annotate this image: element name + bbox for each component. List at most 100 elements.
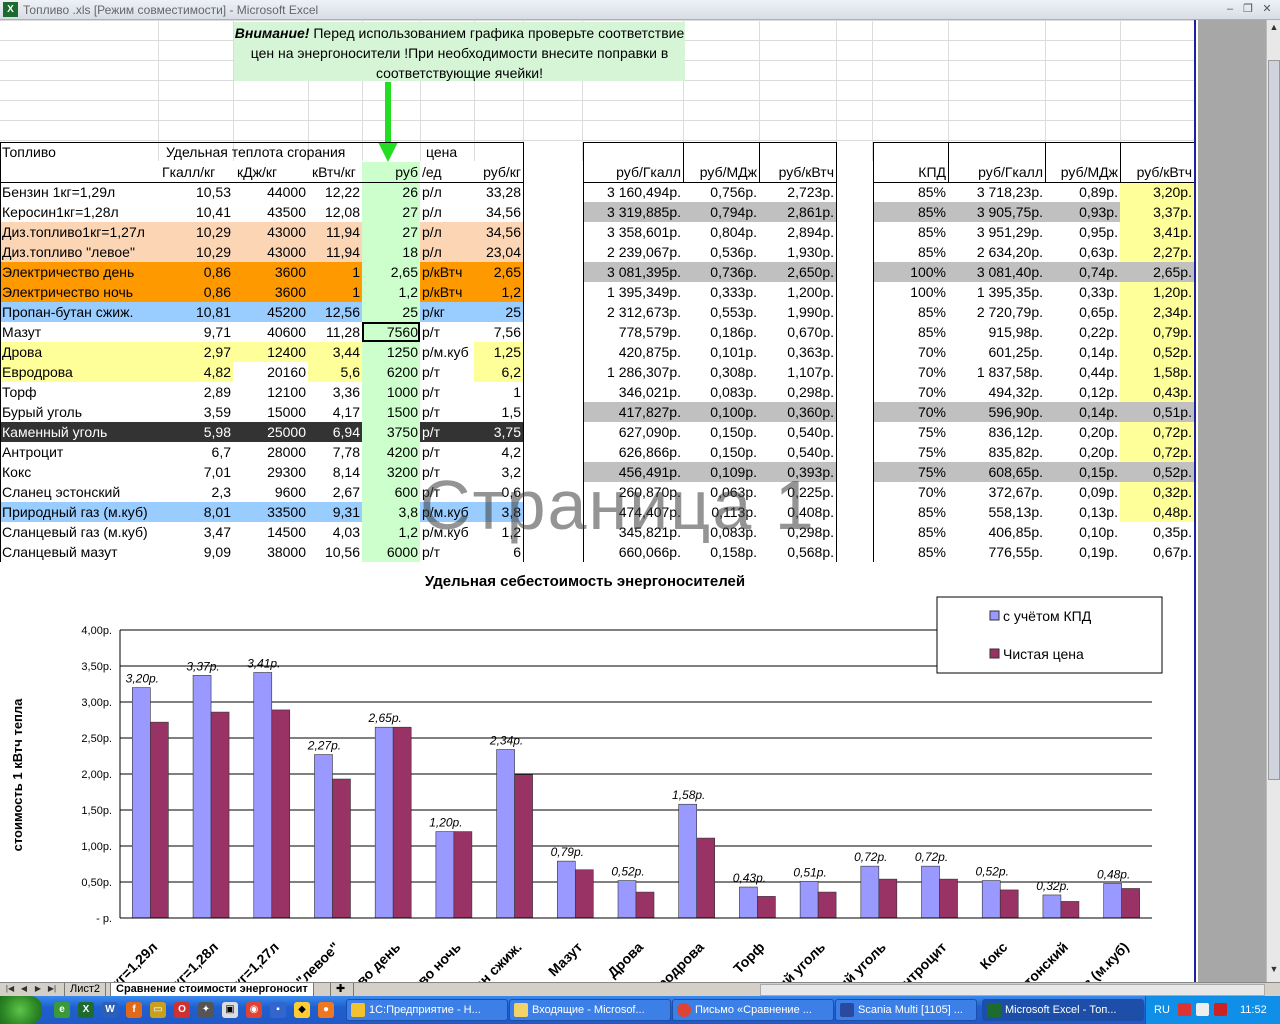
price-input[interactable]: 7560 [362,322,420,342]
cell-rubkg[interactable]: 3,2 [501,464,521,480]
price-input[interactable]: 27 [362,222,420,242]
fuel-name[interactable]: Каменный уголь [0,422,160,442]
cell-p-mdj[interactable]: 0,083р. [710,384,757,400]
fuel-name[interactable]: Керосин1кг=1,28л [2,204,119,220]
last-sheet-icon[interactable]: ▶| [47,984,57,993]
cell-gkal[interactable]: 7,01 [203,464,231,480]
cell-unit[interactable]: р/т [422,444,441,460]
price-input[interactable]: 27 [362,202,420,222]
header-price[interactable]: цена [426,144,458,160]
cell-p-gkal[interactable]: 1 395,349р. [607,284,681,300]
fuel-name[interactable]: Антроцит [2,444,64,460]
cell-gkal[interactable]: 10,81 [160,302,233,322]
scroll-down-icon[interactable]: ▼ [1269,964,1279,974]
header-k-kwt[interactable]: руб/кВтч [1136,164,1192,180]
cell-k-kwt[interactable]: 2,34р. [1120,302,1194,322]
cell-rubkg[interactable]: 23,04 [474,242,523,262]
fuel-name[interactable]: Дрова [0,342,160,362]
cell-p-gkal[interactable]: 1 286,307р. [607,364,681,380]
cell-p-gkal[interactable]: 474,407р. [618,504,681,520]
price-input[interactable]: 3,8 [362,502,420,522]
cell-unit[interactable]: р/т [422,324,441,340]
cell-kwt[interactable]: 5,6 [308,362,362,382]
cell-kwt[interactable]: 8,14 [332,464,360,480]
cell-k-kwt[interactable]: 2,65р. [1120,262,1194,282]
fuel-name[interactable]: Кокс [2,464,32,480]
cell-k-gkal[interactable]: 601,25р. [988,344,1044,360]
cell-p-gkal[interactable]: 778,579р. [618,324,681,340]
cell-unit[interactable]: р/л [422,184,442,200]
cell-p-gkal[interactable]: 3 358,601р. [607,224,681,240]
cell-kwt[interactable]: 9,31 [308,502,362,522]
price-input[interactable]: 2,65 [362,262,420,282]
cell-kwt[interactable]: 1 [308,262,362,282]
cell-k-mdj[interactable]: 0,20р. [1079,444,1118,460]
fuel-name[interactable]: Сланцевый мазут [2,544,118,560]
cell-kdj[interactable]: 33500 [233,502,308,522]
fuel-name[interactable]: Торф [2,384,37,400]
price-input[interactable]: 6200 [362,362,420,382]
cell-kpd[interactable]: 75% [917,424,946,440]
taskbar-item-mail[interactable]: Письмо «Сравнение ... [672,999,834,1021]
maximize-icon[interactable]: ❐ [1243,3,1253,15]
cell-p-gkal[interactable]: 3 319,885р. [583,202,683,222]
cell-k-kwt[interactable]: 0,72р. [1120,442,1194,462]
cell-p-gkal[interactable]: 660,066р. [618,544,681,560]
cell-kwt[interactable]: 12,08 [324,204,360,220]
cell-p-kwt[interactable]: 0,540р. [787,424,834,440]
worksheet[interactable]: Внимание! Перед использованием графика п… [0,20,1196,982]
cell-k-kwt[interactable]: 0,51р. [1120,402,1194,422]
vertical-scrollbar[interactable]: ▲ ▼ [1266,20,1280,982]
fuel-name[interactable]: Мазут [2,324,42,340]
cell-kpd[interactable]: 100% [873,262,948,282]
cell-kpd[interactable]: 70% [917,484,946,500]
cell-p-gkal[interactable]: 420,875р. [618,344,681,360]
cell-p-mdj[interactable]: 0,083р. [710,524,757,540]
price-input[interactable]: 1500 [362,402,420,422]
fuel-name[interactable]: Диз.топливо1кг=1,27л [0,222,160,242]
cell-k-kwt[interactable]: 3,41р. [1120,222,1194,242]
cell-p-kwt[interactable]: 1,107р. [787,364,834,380]
taskbar-item-1c[interactable]: 1С:Предприятие - Н... [346,999,508,1021]
horizontal-scrollbar[interactable] [760,984,1265,996]
header-k-gkal[interactable]: руб/Гкалл [978,164,1043,180]
cell-rubkg[interactable]: 6,2 [474,362,523,382]
cell-k-gkal[interactable]: 608,65р. [948,462,1045,482]
cell-kwt[interactable]: 3,44 [308,342,362,362]
cell-p-mdj[interactable]: 0,063р. [710,484,757,500]
cell-rubkg[interactable]: 34,56 [474,222,523,242]
cell-kwt[interactable]: 3,36 [332,384,360,400]
cell-p-gkal[interactable]: 627,090р. [618,424,681,440]
first-sheet-icon[interactable]: |◀ [5,984,15,993]
cell-kpd[interactable]: 85% [917,304,946,320]
cell-rubkg[interactable]: 1,25 [474,342,523,362]
fuel-name[interactable]: Электричество день [0,262,160,282]
cell-k-mdj[interactable]: 0,74р. [1045,262,1120,282]
quicklaunch-app2-icon[interactable]: ▣ [222,1002,238,1018]
header-kpd[interactable]: КПД [918,164,946,180]
cell-rubkg[interactable]: 0,6 [501,484,521,500]
price-input[interactable]: 3750 [362,422,420,442]
cell-k-kwt[interactable]: 1,58р. [1120,362,1194,382]
price-input[interactable]: 18 [362,242,420,262]
cell-gkal[interactable]: 2,89 [203,384,231,400]
cell-kpd[interactable]: 70% [917,364,946,380]
cell-p-mdj[interactable]: 0,158р. [710,544,757,560]
cell-p-kwt[interactable]: 0,670р. [787,324,834,340]
fuel-name[interactable]: Бензин 1кг=1,29л [2,184,116,200]
cell-gkal[interactable]: 9,71 [203,324,231,340]
header-kwt[interactable]: кВтч/кг [312,164,356,180]
cell-kdj[interactable]: 14500 [267,524,306,540]
taskbar-item-scania[interactable]: Scania Multi [1105] ... [835,999,977,1021]
price-input[interactable]: 26 [362,182,420,202]
cell-p-kwt[interactable]: 1,930р. [787,244,834,260]
cell-gkal[interactable]: 10,41 [195,204,231,220]
cell-unit[interactable]: р/т [422,364,441,380]
cell-gkal[interactable]: 2,97 [160,342,233,362]
cell-k-kwt[interactable]: 3,20р. [1120,182,1194,202]
fuel-name[interactable]: Бурый уголь [2,404,83,420]
quicklaunch-app3-icon[interactable]: ▪ [270,1002,286,1018]
cell-p-mdj[interactable]: 0,736р. [683,262,759,282]
cell-k-mdj[interactable]: 0,09р. [1079,484,1118,500]
cell-rubkg[interactable]: 2,65 [474,262,523,282]
